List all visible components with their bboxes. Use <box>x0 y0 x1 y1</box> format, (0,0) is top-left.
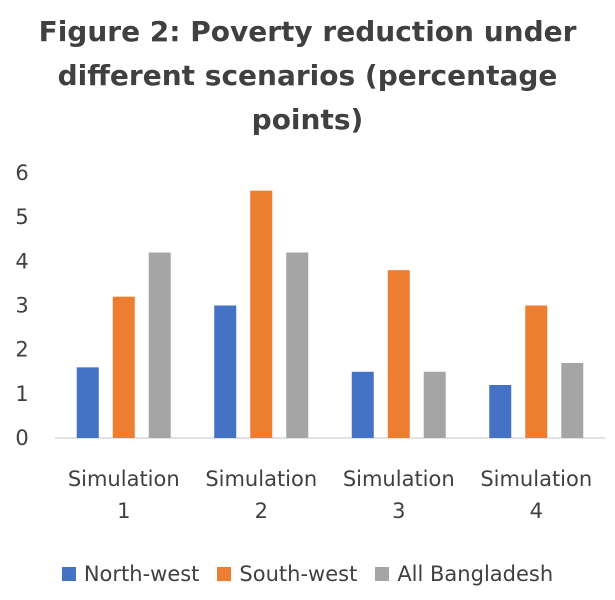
y-tick-label: 2 <box>15 338 28 362</box>
legend-swatch <box>217 567 232 581</box>
y-tick-label: 5 <box>15 205 28 229</box>
bar-south-west-1 <box>112 296 135 438</box>
bar-north-west-3 <box>351 371 374 438</box>
y-tick-label: 1 <box>15 382 28 406</box>
legend-label: South-west <box>239 562 358 586</box>
y-tick-label: 6 <box>15 161 28 185</box>
x-category-label: Simulation 4 <box>480 467 592 523</box>
legend-item: North-west <box>61 562 200 586</box>
y-axis-ticks: 0 1 2 3 4 5 6 <box>15 161 28 450</box>
bar-south-west-4 <box>525 305 548 438</box>
bar-south-west-3 <box>387 270 410 438</box>
bars-group <box>76 190 584 438</box>
chart-title: Figure 2: Poverty reduction under differ… <box>38 15 577 136</box>
y-tick-label: 4 <box>15 249 28 273</box>
legend: North-west South-west All Bangladesh <box>0 562 615 586</box>
bar-north-west-4 <box>489 385 512 438</box>
bar-south-west-2 <box>250 190 273 438</box>
bar-all-bangladesh-3 <box>423 371 446 438</box>
legend-swatch <box>61 567 76 581</box>
x-category-label: Simulation 1 <box>68 467 180 523</box>
bar-north-west-2 <box>214 305 237 438</box>
legend-label: North-west <box>83 562 200 586</box>
legend-item: South-west <box>217 562 357 586</box>
y-tick-label: 3 <box>15 294 28 318</box>
bar-all-bangladesh-4 <box>561 362 584 438</box>
legend-swatch <box>375 567 390 581</box>
x-axis-labels: Simulation 1 Simulation 2 Simulation 3 Simulat… <box>68 467 592 523</box>
y-tick-label: 0 <box>15 426 28 450</box>
x-category-label: Simulation 3 <box>343 467 455 523</box>
bar-all-bangladesh-1 <box>148 252 171 438</box>
bar-all-bangladesh-2 <box>286 252 309 438</box>
x-category-label: Simulation 2 <box>205 467 317 523</box>
legend-item: All Bangladesh <box>375 562 553 586</box>
legend-label: All Bangladesh <box>397 562 554 586</box>
bar-north-west-1 <box>76 367 99 438</box>
